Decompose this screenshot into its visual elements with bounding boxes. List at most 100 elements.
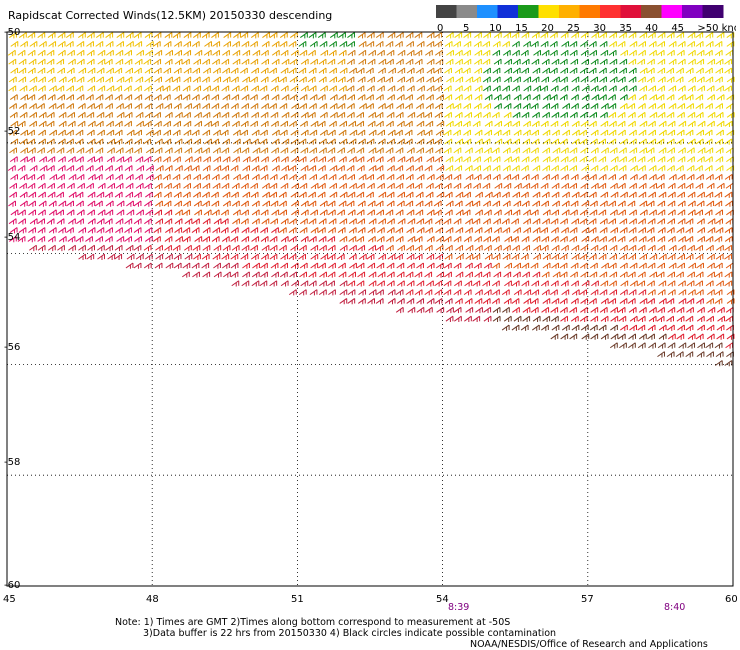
wind-barb — [232, 58, 241, 65]
wind-barb — [714, 40, 723, 48]
wind-barb — [240, 200, 249, 207]
wind-barb — [724, 280, 733, 287]
wind-barb — [27, 129, 35, 136]
wind-barb — [375, 111, 384, 119]
wind-barb — [501, 218, 510, 225]
wind-barb — [377, 103, 386, 110]
wind-barb — [610, 306, 618, 314]
wind-barb — [550, 227, 559, 234]
wind-barb — [433, 138, 442, 145]
wind-barb — [125, 147, 134, 154]
wind-barb — [677, 262, 685, 269]
wind-barb — [386, 182, 395, 190]
wind-barb — [47, 32, 56, 39]
wind-barb — [104, 218, 113, 225]
wind-barb — [124, 58, 133, 65]
wind-barb — [356, 165, 365, 172]
wind-barb — [356, 156, 365, 163]
wind-barb — [348, 236, 357, 243]
wind-barb — [145, 191, 153, 198]
wind-barb — [600, 120, 609, 127]
wind-barb — [472, 253, 481, 260]
wind-barb — [445, 103, 454, 110]
wind-barb — [211, 32, 219, 39]
wind-barb — [561, 182, 569, 190]
wind-barb — [463, 40, 472, 48]
wind-barb — [58, 227, 66, 234]
wind-barb — [183, 182, 191, 190]
wind-barb — [280, 262, 288, 269]
wind-barb — [714, 236, 723, 243]
wind-barb — [483, 156, 492, 163]
wind-barb — [416, 120, 425, 127]
wind-barb — [687, 49, 696, 57]
wind-barb — [124, 103, 132, 110]
wind-barb — [376, 173, 385, 181]
wind-barb — [233, 147, 241, 154]
wind-barb — [541, 200, 549, 207]
wind-barb — [523, 40, 531, 48]
wind-barb — [434, 218, 443, 225]
wind-barb — [269, 253, 278, 260]
wind-barb — [638, 333, 647, 340]
wind-barb — [491, 111, 500, 119]
wind-barb — [46, 120, 55, 127]
wind-barb — [561, 209, 570, 216]
wind-barb — [570, 103, 579, 110]
wind-barb — [357, 227, 366, 234]
wind-barb — [444, 271, 452, 278]
wind-barb — [67, 236, 76, 243]
wind-barb — [696, 49, 705, 57]
wind-barb — [598, 324, 607, 331]
wind-barb — [426, 298, 435, 305]
wind-barb — [358, 173, 367, 181]
wind-barb — [107, 182, 115, 190]
wind-barb — [609, 76, 618, 83]
wind-barb — [550, 280, 559, 287]
wind-barb — [317, 32, 326, 39]
wind-barb — [368, 111, 376, 119]
wind-barb — [628, 342, 636, 349]
wind-barb — [145, 165, 154, 172]
wind-barb — [281, 165, 289, 172]
wind-barb — [492, 200, 501, 207]
wind-barb — [29, 165, 38, 172]
wind-barb — [106, 147, 115, 154]
wind-barb — [648, 85, 656, 92]
wind-barb — [638, 289, 647, 296]
wind-barb — [414, 32, 423, 39]
wind-barb — [598, 209, 607, 216]
wind-barb — [201, 32, 210, 39]
wind-barb — [327, 200, 336, 207]
wind-barb — [658, 253, 667, 260]
wind-barb — [386, 271, 395, 278]
wind-barb — [512, 244, 520, 252]
wind-barb — [406, 227, 415, 234]
wind-barb — [298, 76, 307, 83]
wind-barb — [588, 173, 597, 181]
wind-barb — [542, 173, 550, 181]
wind-barb — [598, 236, 607, 243]
wind-barb — [310, 262, 319, 269]
wind-barb — [174, 138, 183, 145]
wind-barb — [123, 85, 132, 92]
wind-barb — [687, 58, 696, 65]
wind-barb — [414, 289, 423, 296]
wind-barb — [435, 129, 444, 136]
wind-barb — [163, 67, 172, 74]
wind-barb — [261, 40, 270, 48]
wind-barb — [387, 94, 395, 101]
wind-barb — [649, 271, 658, 278]
wind-barb — [290, 111, 299, 119]
wind-barb — [590, 85, 599, 92]
wind-barb — [657, 227, 666, 234]
wind-barb — [385, 236, 394, 243]
wind-barb — [29, 120, 37, 127]
wind-barb — [338, 129, 347, 136]
wind-barb — [66, 85, 74, 92]
wind-barb — [251, 218, 260, 225]
wind-barb — [714, 191, 723, 198]
wind-barb — [20, 147, 28, 154]
wind-barb — [581, 200, 590, 207]
wind-barb — [541, 49, 550, 57]
